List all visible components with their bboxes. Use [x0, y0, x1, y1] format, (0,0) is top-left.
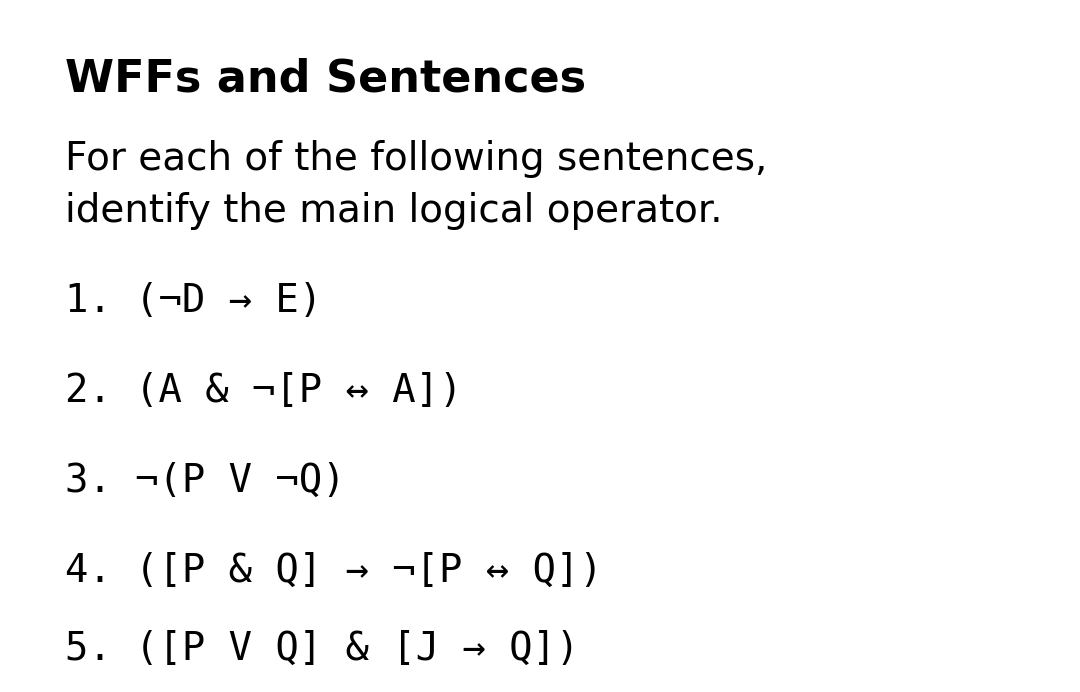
Text: 5. ([P V Q] & [J → Q]): 5. ([P V Q] & [J → Q]) [65, 630, 579, 668]
Text: 1. (¬D → E): 1. (¬D → E) [65, 282, 322, 320]
Text: WFFs and Sentences: WFFs and Sentences [65, 58, 586, 101]
Text: 3. ¬(P V ¬Q): 3. ¬(P V ¬Q) [65, 462, 346, 500]
Text: 4. ([P & Q] → ¬[P ↔ Q]): 4. ([P & Q] → ¬[P ↔ Q]) [65, 552, 603, 590]
Text: identify the main logical operator.: identify the main logical operator. [65, 192, 723, 230]
Text: For each of the following sentences,: For each of the following sentences, [65, 140, 767, 178]
Text: 2. (A & ¬[P ↔ A]): 2. (A & ¬[P ↔ A]) [65, 372, 462, 410]
